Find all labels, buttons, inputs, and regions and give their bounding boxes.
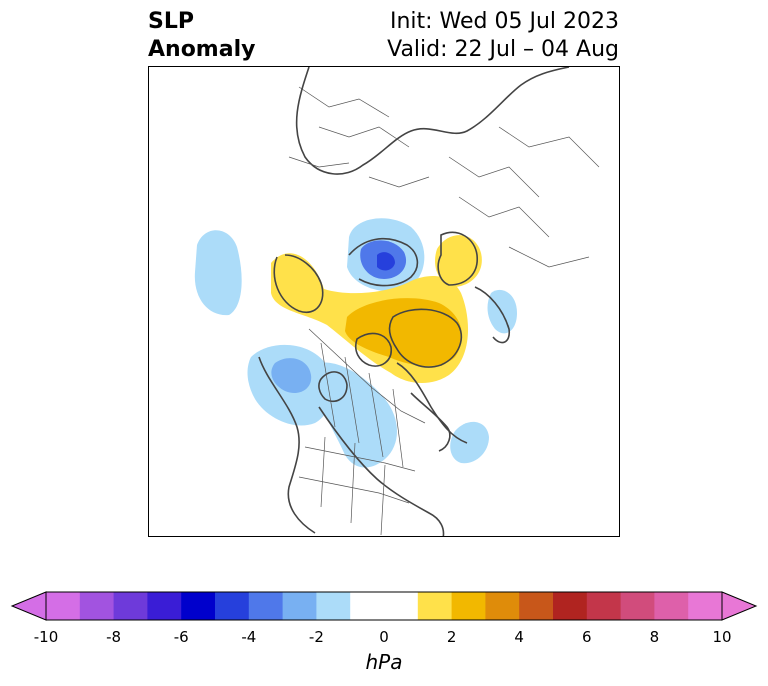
colorbar-extend-low	[10, 591, 47, 621]
colorbar-bin-13	[519, 592, 554, 620]
border-us-states	[298, 436, 416, 536]
colorbar-tick-label: -2	[308, 628, 324, 646]
title-line-2: Anomaly	[148, 37, 256, 62]
colorbar-bin-2	[113, 592, 148, 620]
coast-north-america	[258, 356, 445, 536]
colorbar-tick-label: -8	[106, 628, 122, 646]
low-arctic-inner	[377, 252, 395, 271]
coast-europe-asia	[295, 67, 570, 175]
colorbar-tick-label: 10	[712, 628, 732, 646]
border-europe	[288, 86, 430, 188]
colorbar-tick-label: -10	[33, 628, 59, 646]
init-date: Init: Wed 05 Jul 2023	[389, 9, 619, 34]
colorbar-bin-3	[147, 592, 182, 620]
coastlines	[258, 67, 570, 536]
colorbar-tick-label: 2	[446, 628, 457, 646]
colorbar-bin-12	[485, 592, 520, 620]
colorbar-tick-label: 6	[582, 628, 592, 646]
colorbar-tick-label: -6	[173, 628, 189, 646]
colorbar-bin-10	[417, 592, 453, 620]
coast-hudson-bay	[318, 371, 348, 403]
low-north-atlantic	[194, 230, 242, 316]
colorbar-bin-5	[215, 592, 250, 620]
colorbar	[10, 591, 758, 621]
coast-arctic-russia	[348, 237, 419, 287]
colorbar-tick-label: -4	[241, 628, 257, 646]
anomaly-shading	[194, 218, 517, 468]
coast-east-asia	[437, 231, 478, 286]
colorbar-bin-0	[46, 592, 81, 620]
map-panel	[148, 66, 620, 537]
border-canada-provinces	[320, 342, 404, 468]
coast-alaska	[396, 362, 468, 444]
borders	[288, 86, 600, 536]
colorbar-bin-6	[248, 592, 284, 620]
coast-kamchatka	[474, 286, 511, 344]
colorbar-unit: hPa	[365, 650, 403, 674]
colorbar-outline	[45, 591, 723, 621]
colorbar-bin-8	[316, 592, 351, 620]
border-asia	[448, 126, 600, 268]
colorbar-bin-11	[451, 592, 486, 620]
colorbar-bin-4	[181, 592, 216, 620]
colorbar-bin-16	[620, 592, 655, 620]
colorbar-bins	[46, 592, 723, 620]
colorbar-extend-high	[721, 591, 758, 621]
valid-period: Valid: 22 Jul – 04 Aug	[387, 37, 619, 62]
low-north-pacific	[450, 421, 489, 464]
coast-canada-archipelago	[354, 332, 392, 367]
chart-title: SLP Anomaly	[148, 8, 255, 64]
map-canvas	[194, 67, 600, 536]
title-line-1: SLP	[148, 9, 194, 34]
colorbar-tick-label: 0	[379, 628, 389, 646]
colorbar-bin-9	[350, 592, 419, 620]
colorbar-bin-7	[282, 592, 317, 620]
coast-scandinavia	[273, 254, 324, 314]
colorbar-bin-17	[654, 592, 689, 620]
high-europe	[435, 235, 482, 287]
colorbar-bin-15	[586, 592, 622, 620]
colorbar-bin-14	[553, 592, 588, 620]
colorbar-tick-label: 4	[514, 628, 524, 646]
date-info: Init: Wed 05 Jul 2023 Valid: 22 Jul – 04…	[387, 8, 619, 64]
low-north-america	[313, 362, 397, 468]
colorbar-bin-18	[688, 592, 723, 620]
coast-greenland	[388, 308, 463, 368]
colorbar-tick-label: 8	[649, 628, 660, 646]
coast-north-america-east	[410, 392, 451, 452]
high-greenland-core	[345, 298, 462, 367]
low-alaska-core	[271, 358, 312, 394]
colorbar-bin-1	[79, 592, 115, 620]
